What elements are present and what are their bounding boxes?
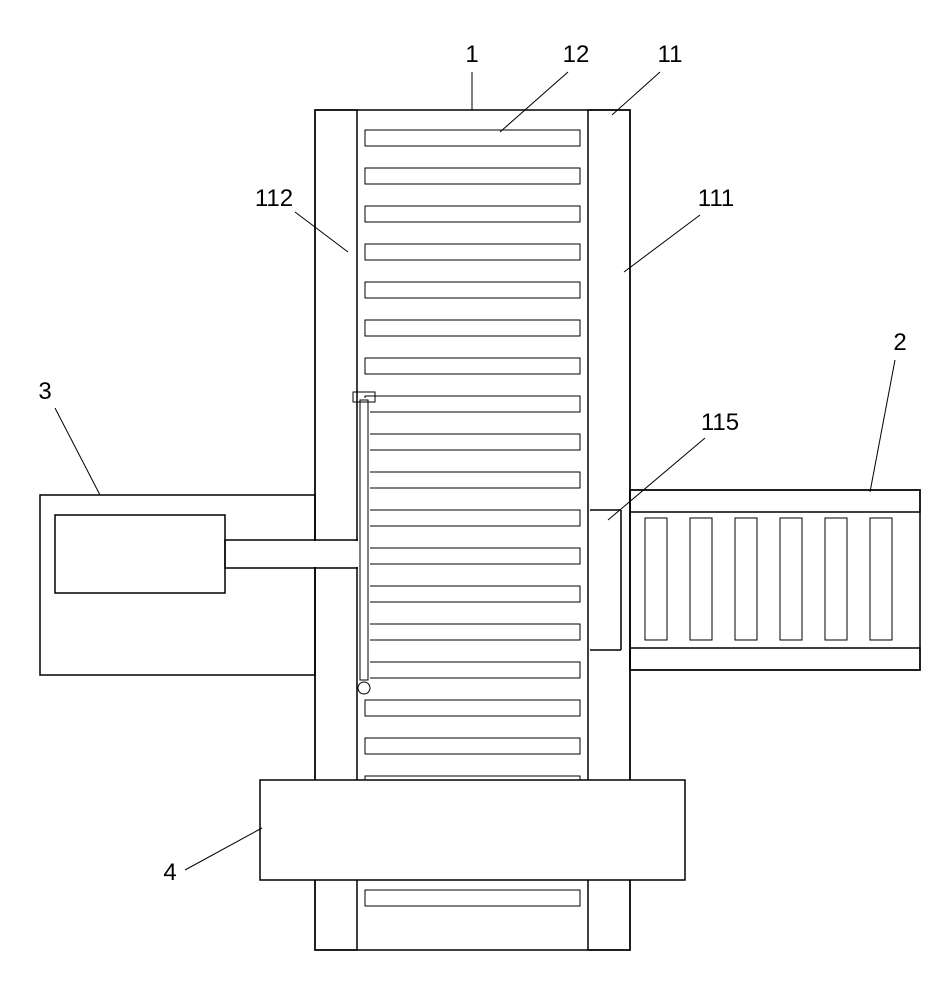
main-slat: [365, 890, 580, 906]
leader-line: [624, 215, 700, 272]
main-slat: [365, 662, 580, 678]
bottom-guard: [260, 780, 685, 880]
right-slat: [825, 518, 847, 640]
main-slat: [365, 206, 580, 222]
leader-line: [55, 408, 100, 495]
main-slat: [365, 320, 580, 336]
leader-line: [500, 72, 568, 132]
ref-label-3: 3: [38, 378, 51, 405]
right-slat: [780, 518, 802, 640]
main-slat: [365, 510, 580, 526]
main-slat: [365, 434, 580, 450]
leader-line: [185, 828, 262, 870]
leader-line: [295, 212, 348, 252]
main-slat: [365, 358, 580, 374]
right-slat: [690, 518, 712, 640]
main-slat: [365, 738, 580, 754]
main-slat: [365, 396, 580, 412]
ref-label-12: 12: [563, 41, 590, 68]
ref-label-2: 2: [893, 329, 906, 356]
leader-line: [870, 360, 895, 492]
right-slat: [645, 518, 667, 640]
right-conveyor: [630, 490, 920, 670]
ref-label-111: 111: [698, 185, 734, 212]
main-slat: [365, 244, 580, 260]
main-slat: [365, 700, 580, 716]
ref-label-4: 4: [163, 859, 176, 886]
right-slat: [870, 518, 892, 640]
leader-line: [608, 438, 705, 520]
leader-line: [612, 72, 660, 115]
main-slat: [365, 168, 580, 184]
main-slat: [365, 548, 580, 564]
pusher-housing: [40, 495, 315, 675]
main-slat: [365, 586, 580, 602]
ref-label-11: 11: [658, 41, 683, 68]
main-slat: [365, 472, 580, 488]
ref-label-1: 1: [465, 41, 478, 68]
ref-label-115: 115: [701, 409, 739, 436]
main-slat: [365, 624, 580, 640]
right-slat: [735, 518, 757, 640]
main-slat: [365, 282, 580, 298]
main-slat: [365, 130, 580, 146]
ref-label-112: 112: [255, 185, 293, 212]
